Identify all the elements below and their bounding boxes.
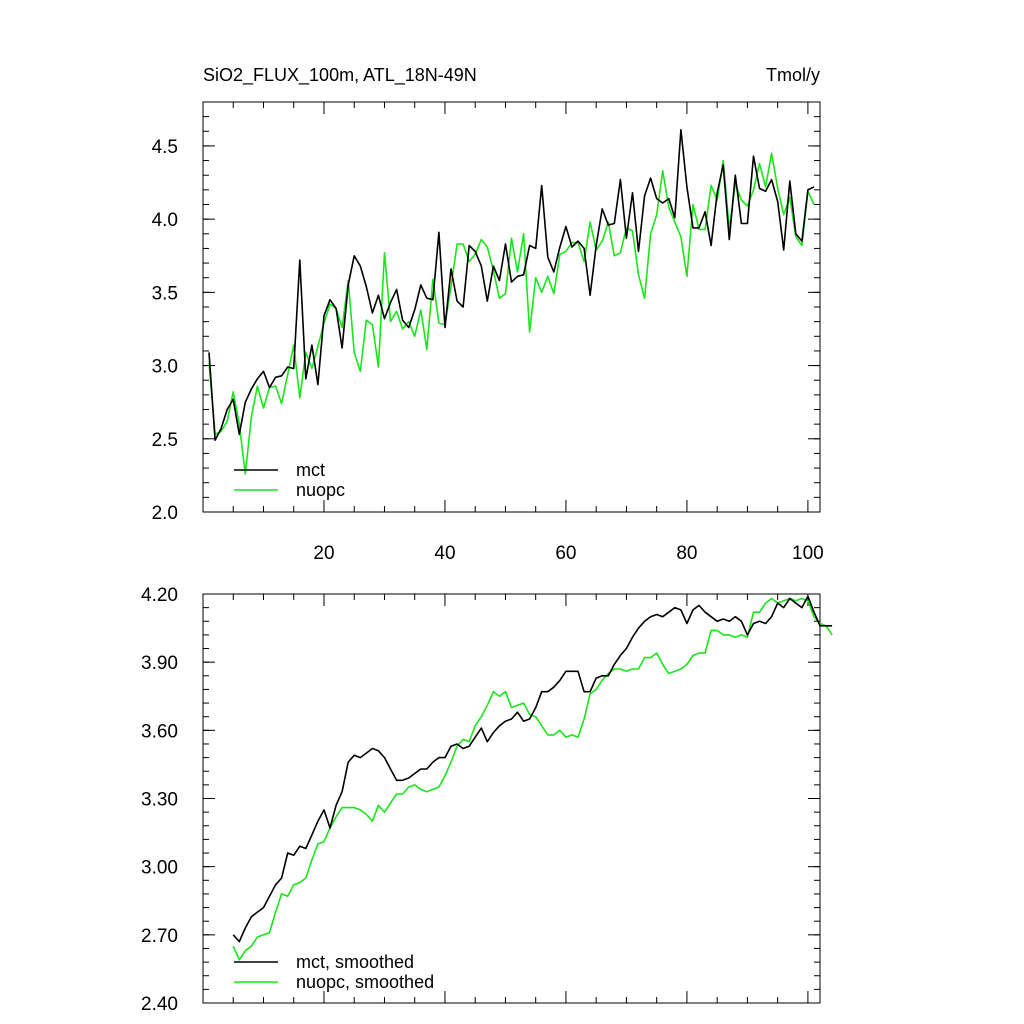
bottom-ytick-label: 2.40 xyxy=(141,994,178,1015)
top-xtick-label: 80 xyxy=(676,543,697,564)
bottom-ytick-label: 3.30 xyxy=(141,790,178,811)
top-ytick-label: 4.0 xyxy=(152,210,178,231)
bottom-ytick-label: 3.60 xyxy=(141,721,178,742)
bottom-ytick-label: 3.90 xyxy=(141,653,178,674)
bottom-legend-label: nuopc, smoothed xyxy=(296,972,434,992)
bottom-plot-frame xyxy=(202,593,821,1004)
top-xtick-label: 40 xyxy=(434,543,455,564)
bottom-ytick-label: 3.00 xyxy=(141,858,178,879)
top-legend-label: nuopc xyxy=(296,480,345,500)
top-ytick-label: 2.5 xyxy=(152,430,178,451)
top-series-line-nuopc xyxy=(208,152,815,475)
top-ytick-label: 4.5 xyxy=(152,137,178,158)
bottom-ytick-label: 2.70 xyxy=(141,926,178,947)
bottom-series-line-nuopc-smoothed xyxy=(232,597,833,961)
top-plot-frame xyxy=(202,101,821,513)
top-ytick-label: 2.0 xyxy=(152,503,178,524)
top-chart-units: Tmol/y xyxy=(766,65,820,85)
top-xtick-label: 20 xyxy=(313,543,334,564)
top-xtick-label: 60 xyxy=(555,543,576,564)
top-ytick-label: 3.5 xyxy=(152,283,178,304)
top-ytick-label: 3.0 xyxy=(152,357,178,378)
bottom-legend-label: mct, smoothed xyxy=(296,952,414,972)
bottom-series-line-mct-smoothed xyxy=(232,595,833,943)
top-chart-title: SiO2_FLUX_100m, ATL_18N-49N xyxy=(203,65,477,86)
top-xtick-label: 100 xyxy=(792,543,824,564)
bottom-ytick-label: 4.20 xyxy=(141,585,178,606)
top-legend-label: mct xyxy=(296,460,325,480)
top-series-line-mct xyxy=(208,129,815,442)
bottom-panel: 2.40 2.70 3.00 3.30 3.60 3.90 4.20 mct, smoothe… xyxy=(141,585,833,1015)
